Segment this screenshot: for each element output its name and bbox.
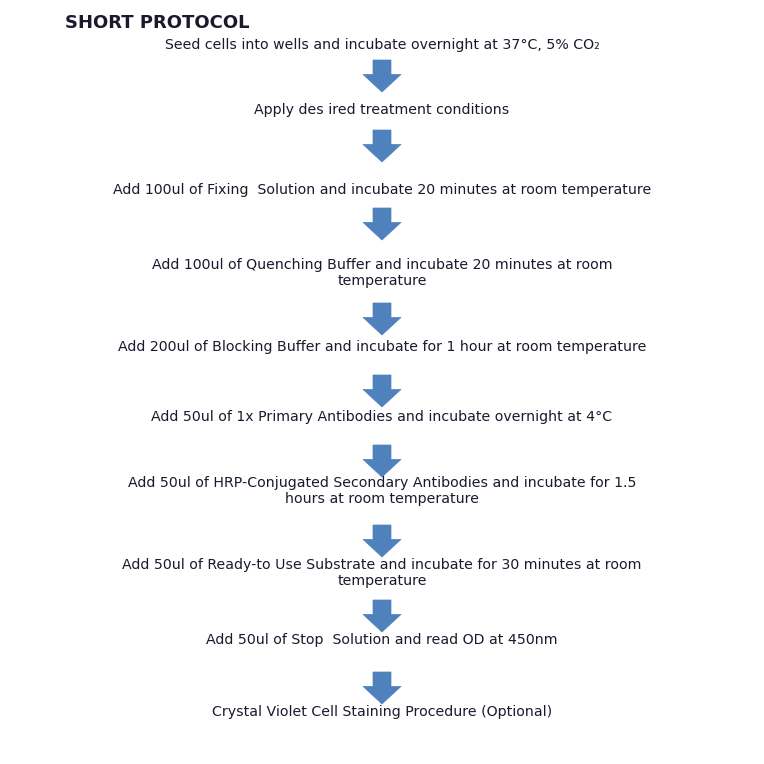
Text: Add 100ul of Quenching Buffer and incubate 20 minutes at room
temperature: Add 100ul of Quenching Buffer and incuba… [152,258,612,288]
Text: Add 100ul of Fixing  Solution and incubate 20 minutes at room temperature: Add 100ul of Fixing Solution and incubat… [113,183,651,197]
Text: SHORT PROTOCOL: SHORT PROTOCOL [65,14,250,32]
Text: Crystal Violet Cell Staining Procedure (Optional): Crystal Violet Cell Staining Procedure (… [212,705,552,719]
Text: Add 50ul of Stop  Solution and read OD at 450nm: Add 50ul of Stop Solution and read OD at… [206,633,558,647]
Polygon shape [363,130,401,162]
Text: Apply des ired treatment conditions: Apply des ired treatment conditions [254,103,510,117]
Text: Seed cells into wells and incubate overnight at 37°C, 5% CO₂: Seed cells into wells and incubate overn… [164,38,600,52]
Polygon shape [363,600,401,632]
Polygon shape [363,303,401,335]
Polygon shape [363,525,401,557]
Polygon shape [363,672,401,704]
Polygon shape [363,208,401,240]
Polygon shape [363,375,401,407]
Text: Add 50ul of 1x Primary Antibodies and incubate overnight at 4°C: Add 50ul of 1x Primary Antibodies and in… [151,410,613,424]
Polygon shape [363,445,401,477]
Text: Add 200ul of Blocking Buffer and incubate for 1 hour at room temperature: Add 200ul of Blocking Buffer and incubat… [118,340,646,354]
Text: Add 50ul of Ready-to Use Substrate and incubate for 30 minutes at room
temperatu: Add 50ul of Ready-to Use Substrate and i… [122,558,642,588]
Text: Add 50ul of HRP-Conjugated Secondary Antibodies and incubate for 1.5
hours at ro: Add 50ul of HRP-Conjugated Secondary Ant… [128,476,636,507]
Polygon shape [363,60,401,92]
